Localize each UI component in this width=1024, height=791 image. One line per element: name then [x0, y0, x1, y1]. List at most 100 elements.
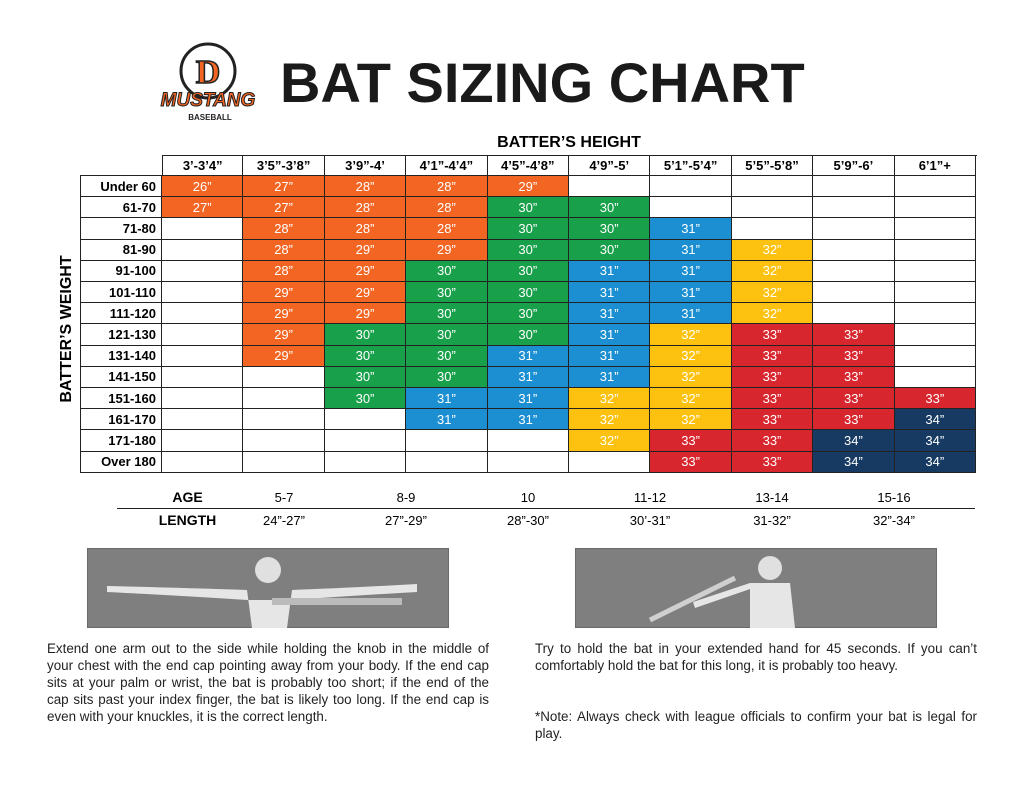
length-value: 32”-34”	[873, 512, 915, 528]
column-header: 6’1”+	[894, 155, 976, 176]
size-cell: 29”	[324, 282, 407, 304]
size-cell: 33”	[813, 345, 895, 367]
size-cell: 30”	[487, 197, 569, 219]
size-cell: 30”	[324, 345, 407, 367]
size-cell: 30”	[324, 388, 407, 410]
size-cell: 31”	[569, 324, 651, 346]
size-cell: 31”	[650, 239, 732, 261]
size-cell: 28”	[243, 260, 325, 282]
size-cell: 28”	[406, 176, 488, 198]
size-cell	[813, 176, 895, 198]
row-header: 71-80	[80, 218, 162, 240]
size-cell	[894, 366, 976, 388]
size-cell: 33”	[731, 430, 814, 452]
size-cell	[162, 282, 244, 304]
column-header: 4’9”-5’	[569, 155, 651, 176]
size-cell: 30”	[406, 345, 488, 367]
column-header: 4’5”-4’8”	[487, 155, 569, 176]
row-header: 171-180	[80, 430, 162, 452]
row-header: 141-150	[80, 366, 162, 388]
age-value: 10	[520, 489, 536, 505]
size-cell: 33”	[813, 409, 895, 431]
size-cell	[894, 239, 976, 261]
size-cell: 28”	[324, 176, 407, 198]
size-cell: 28”	[324, 218, 407, 240]
size-cell: 30”	[324, 324, 407, 346]
length-value: 24”-27”	[263, 512, 305, 528]
size-cell: 30”	[569, 197, 651, 219]
size-cell: 32”	[650, 345, 732, 367]
size-cell: 30”	[406, 260, 488, 282]
size-cell: 32”	[650, 388, 732, 410]
size-cell: 31”	[569, 282, 651, 304]
size-cell	[894, 345, 976, 367]
size-cell: 31”	[487, 345, 569, 367]
size-cell	[894, 176, 976, 198]
size-cell: 30”	[487, 303, 569, 325]
size-cell: 31”	[569, 366, 651, 388]
age-value: 11-12	[633, 489, 667, 505]
size-cell: 29”	[243, 345, 325, 367]
size-cell: 33”	[650, 451, 732, 473]
size-cell	[487, 430, 569, 452]
size-cell: 32”	[731, 260, 814, 282]
column-header: 3’-3’4”	[162, 155, 244, 176]
row-header: 161-170	[80, 409, 162, 431]
size-cell: 32”	[650, 366, 732, 388]
size-cell: 34”	[813, 430, 895, 452]
row-header: 61-70	[80, 197, 162, 219]
size-cell: 33”	[731, 388, 814, 410]
size-cell	[894, 324, 976, 346]
size-cell: 29”	[243, 303, 325, 325]
size-cell: 34”	[894, 409, 976, 431]
column-header: 5’9”-6’	[813, 155, 895, 176]
logo: D MUSTANG BASEBALL	[160, 42, 256, 122]
size-cell: 27”	[243, 176, 325, 198]
logo-name: MUSTANG	[161, 90, 256, 111]
size-cell: 31”	[569, 303, 651, 325]
size-cell: 32”	[731, 239, 814, 261]
size-cell	[650, 197, 732, 219]
size-cell: 30”	[569, 218, 651, 240]
size-cell	[813, 282, 895, 304]
size-cell: 29”	[324, 239, 407, 261]
size-cell	[324, 430, 407, 452]
size-cell: 30”	[487, 218, 569, 240]
size-cell: 31”	[650, 282, 732, 304]
row-header: 91-100	[80, 260, 162, 282]
size-cell	[731, 197, 814, 219]
size-cell: 32”	[569, 430, 651, 452]
size-cell	[243, 451, 325, 473]
row-title: BATTER’S WEIGHT	[58, 255, 75, 403]
size-cell	[813, 260, 895, 282]
size-cell	[894, 282, 976, 304]
size-cell	[243, 366, 325, 388]
length-label: LENGTH	[158, 512, 217, 528]
size-cell: 31”	[569, 345, 651, 367]
size-cell: 32”	[650, 409, 732, 431]
size-cell	[162, 366, 244, 388]
size-cell	[813, 218, 895, 240]
size-cell	[650, 176, 732, 198]
instruction-left: Extend one arm out to the side while hol…	[47, 641, 489, 724]
size-cell	[162, 409, 244, 431]
size-cell	[894, 218, 976, 240]
size-cell: 33”	[731, 345, 814, 367]
size-cell	[162, 303, 244, 325]
size-cell	[162, 239, 244, 261]
size-cell: 31”	[406, 388, 488, 410]
size-cell	[731, 218, 814, 240]
size-cell: 32”	[731, 282, 814, 304]
size-cell: 30”	[487, 282, 569, 304]
size-cell: 32”	[650, 324, 732, 346]
size-cell: 32”	[569, 409, 651, 431]
size-cell	[813, 239, 895, 261]
size-cell: 33”	[894, 388, 976, 410]
size-cell: 31”	[406, 409, 488, 431]
size-cell: 33”	[813, 366, 895, 388]
column-header: 5’1”-5’4”	[650, 155, 732, 176]
divider	[117, 508, 975, 509]
size-cell: 31”	[569, 260, 651, 282]
column-header: 5’5”-5’8”	[731, 155, 814, 176]
